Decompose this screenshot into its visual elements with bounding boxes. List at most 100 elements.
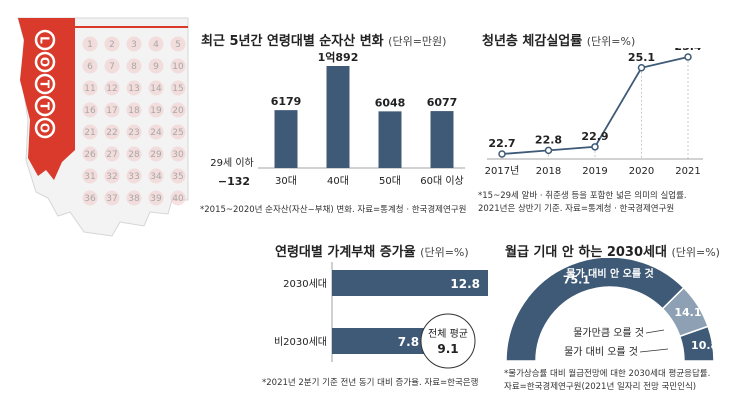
wage-expectation-value-label: 75.1 (563, 274, 590, 287)
lotto-number-circle (126, 190, 142, 206)
lotto-number-circle (170, 58, 186, 74)
wage-expectation-unit: (단위=%) (671, 246, 720, 259)
lotto-brand-ring (34, 29, 56, 51)
lotto-brand-letter: O (38, 123, 52, 133)
lotto-number-label: 39 (150, 194, 162, 204)
lotto-number-label: 21 (84, 128, 95, 138)
lotto-number-circle (148, 36, 164, 52)
youth-unemployment-value-label: 22.7 (488, 137, 515, 150)
lotto-number-label: 32 (106, 172, 117, 182)
lotto-number-label: 35 (172, 172, 183, 182)
wage-expectation-leader-line (645, 329, 665, 334)
lotto-number-circle (126, 102, 142, 118)
debt-growth-average-label: 전체 평균 (428, 328, 468, 340)
youth-unemployment-point (637, 64, 646, 72)
wage-expectation-category-label: 물가 대비 안 오를 것 (566, 267, 654, 280)
lotto-number-circle (126, 80, 142, 96)
lotto-number-label: 4 (153, 40, 159, 50)
youth-unemployment-value-label: 25.1 (628, 51, 655, 64)
youth-unemployment-value-label: 22.9 (581, 130, 608, 143)
youth-unemployment-x-label: 2019 (582, 166, 607, 177)
debt-growth-bar (332, 270, 488, 296)
lotto-number-circle (148, 58, 164, 74)
lotto-number-label: 13 (128, 84, 139, 94)
lotto-number-circle (126, 168, 142, 184)
youth-unemployment-x-label: 2018 (536, 166, 561, 177)
lotto-number-circle (104, 168, 120, 184)
wage-expectation-value-label: 10.8 (691, 339, 718, 352)
lotto-number-circle (170, 124, 186, 140)
debt-growth-bar (332, 328, 428, 354)
wage-expectation-value-label: 14.1 (674, 306, 701, 319)
youth-unemployment-point (591, 143, 599, 151)
debt-growth-chart: 2030세대 12.8 비2030세대 7.8 전체 평균 9.1 (274, 262, 488, 369)
wage-expectation-category-label: 물가만큼 오를 것 (573, 327, 644, 339)
lotto-number-label: 7 (109, 62, 115, 72)
youth-unemployment-note-line-1: *15~29세 알바 · 취준생 등을 포함한 넓은 의미의 실업률. (478, 191, 687, 201)
net-assets-bar (378, 111, 402, 168)
net-assets-bar (430, 111, 454, 168)
lotto-number-label: 14 (150, 84, 162, 94)
wage-expectation-note-line-1: *물가상승률 대비 월급전망에 대한 2030세대 평균응답률. (504, 369, 711, 379)
net-assets-value-label: 1억892 (318, 51, 359, 64)
youth-unemployment-x-label: 2021 (675, 166, 700, 177)
lotto-number-circle (104, 146, 120, 162)
net-assets-category-label: 40대 (327, 175, 349, 187)
lotto-brand-ring (34, 95, 56, 117)
wage-expectation-leader-line (639, 348, 669, 353)
debt-growth-title: 연령대별 가계부채 증가율 (275, 245, 416, 260)
lotto-number-label: 20 (172, 106, 184, 116)
lotto-number-circle (82, 124, 98, 140)
lotto-number-circle (82, 80, 98, 96)
lotto-number-circle (148, 168, 164, 184)
net-assets-category-label: 60대 이상 (420, 175, 464, 187)
lotto-number-circle (82, 146, 98, 162)
lotto-number-circle (170, 190, 186, 206)
debt-growth-value-label: 7.8 (398, 335, 419, 349)
wage-expectation-note: *물가상승률 대비 월급전망에 대한 2030세대 평균응답률. 자료=한국경제… (504, 368, 710, 394)
lotto-number-label: 17 (106, 106, 117, 116)
youth-unemployment-point (684, 53, 692, 61)
lotto-number-label: 34 (150, 172, 162, 182)
lotto-brand-ring (34, 73, 56, 95)
lotto-number-label: 6 (87, 62, 93, 72)
debt-growth-note: *2021년 2분기 기준 전년 동기 대비 증가율. 자료=한국은행 (262, 378, 479, 388)
debt-growth-title-row: 연령대별 가계부채 증가율 (단위=%) (275, 241, 469, 260)
lotto-number-circle (104, 58, 120, 74)
lotto-number-label: 16 (84, 106, 96, 116)
lotto-number-label: 38 (128, 194, 140, 204)
net-assets-note: *2015~2020년 순자산(자산−부채) 변화. 자료=통계청 · 한국경제… (200, 205, 467, 215)
lotto-number-label: 22 (106, 128, 117, 138)
lotto-number-label: 30 (172, 150, 184, 160)
youth-unemployment-unit: (단위=%) (586, 35, 636, 48)
net-assets-chart: 29세 이하 −132 6179 30대 1억892 40대 6048 50대 6077 60대 … (210, 51, 465, 188)
lotto-number-label: 28 (128, 150, 140, 160)
lotto-number-label: 26 (84, 150, 96, 160)
lotto-number-circle (82, 102, 98, 118)
lotto-number-circle (82, 168, 98, 184)
lotto-number-circle (170, 80, 186, 96)
net-assets-value-label: 6077 (427, 96, 458, 109)
wage-expectation-note-line-2: 자료=한국경제연구원(2021년 일자리 전망 국민인식) (504, 382, 697, 392)
lotto-brand-letter: T (38, 80, 52, 89)
youth-unemployment-note-line-2: 2021년은 상반기 기준. 자료=통계청 · 한국경제연구원 (478, 204, 675, 214)
youth-unemployment-title-row: 청년층 체감실업률 (단위=%) (482, 30, 635, 49)
lotto-brand-letter: T (38, 102, 52, 111)
lotto-number-circle (170, 168, 186, 184)
lotto-number-label: 10 (172, 62, 184, 72)
wage-expectation-category-label: 물가 대비 오를 것 (564, 346, 638, 358)
lotto-brand-ring (34, 117, 56, 139)
debt-growth-unit: (단위=%) (420, 246, 469, 259)
wage-expectation-title-row: 월급 기대 안 하는 2030세대 (단위=%) (505, 241, 720, 260)
lotto-number-circle (148, 80, 164, 96)
debt-growth-average-value: 9.1 (437, 342, 458, 356)
lotto-number-label: 18 (128, 106, 140, 116)
youth-unemployment-value-label: 22.8 (535, 133, 562, 146)
debt-growth-average-badge (420, 313, 476, 369)
lotto-number-label: 36 (84, 194, 96, 204)
lotto-number-circle (104, 80, 120, 96)
youth-unemployment-x-label: 2017년 (485, 165, 520, 177)
